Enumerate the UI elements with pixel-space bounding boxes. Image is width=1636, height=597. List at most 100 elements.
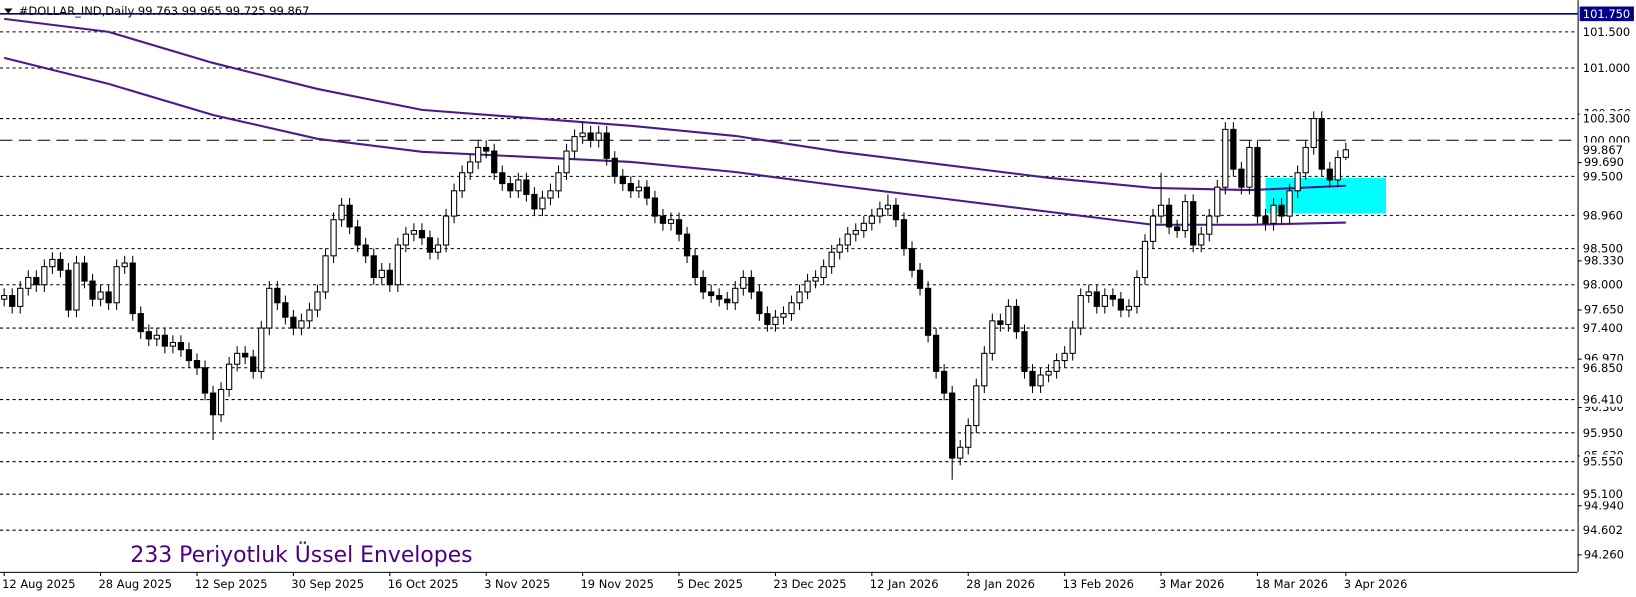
candle-body — [1029, 370, 1036, 387]
level-line-label-box — [1579, 392, 1634, 407]
candle-body — [1173, 226, 1181, 232]
annotation: 233 Periyotluk Üssel Envelopes — [130, 542, 472, 568]
level-line-label: 100.300 — [1583, 112, 1630, 126]
candle-body — [587, 132, 594, 141]
candle-body — [113, 266, 120, 304]
x-tick-label: 23 Dec 2025 — [773, 577, 846, 591]
candle-body — [306, 309, 313, 322]
candle-body — [1286, 190, 1293, 217]
level-line-label: 95.550 — [1583, 455, 1623, 469]
candle-body — [370, 255, 377, 279]
candle-body — [121, 262, 128, 268]
candle-body — [1109, 295, 1116, 300]
candle-body — [225, 363, 233, 390]
candle-body — [1117, 298, 1125, 311]
candle-body — [603, 132, 610, 159]
chart-title: #DOLLAR_IND,Daily 99.763 99.965 99.725 9… — [19, 4, 310, 18]
candle-body — [973, 385, 980, 427]
candle-body — [997, 320, 1004, 325]
candle-body — [651, 197, 659, 217]
candle-body — [595, 132, 602, 141]
candle-body — [1093, 291, 1100, 307]
level-line-label: 98.500 — [1583, 242, 1623, 256]
x-tick-label: 18 Mar 2026 — [1255, 577, 1328, 591]
candle-body — [1069, 327, 1076, 354]
candle-body — [458, 172, 466, 192]
candle-body — [571, 136, 578, 152]
y-tick-label: 97.650 — [1584, 302, 1624, 316]
candle-body — [362, 244, 369, 257]
candle-body — [1238, 168, 1245, 188]
candle-body — [667, 219, 675, 224]
candle-body — [555, 172, 562, 192]
candle-body — [804, 280, 811, 293]
candle-body — [499, 172, 506, 185]
candle-body — [330, 219, 337, 257]
y-tick-label: 94.940 — [1584, 498, 1624, 512]
candle-body — [949, 392, 956, 459]
candle-body — [105, 291, 112, 304]
level-line-label: 94.602 — [1583, 523, 1623, 537]
candle-body — [467, 161, 474, 174]
x-tick-label: 12 Aug 2025 — [2, 577, 75, 591]
candle-body — [844, 233, 851, 246]
candle-body — [563, 150, 570, 174]
level-line-label: 95.100 — [1583, 487, 1623, 501]
candle-body — [748, 276, 755, 293]
candle-body — [57, 258, 64, 271]
candle-body — [611, 157, 618, 177]
level-line-label-box — [1579, 24, 1634, 40]
x-tick-label: 12 Sep 2025 — [195, 577, 268, 591]
level-line-label: 96.850 — [1583, 361, 1623, 375]
candle-body — [1278, 204, 1285, 217]
candle-body — [764, 313, 771, 325]
x-tick-label: 19 Nov 2025 — [581, 577, 654, 591]
candle-body — [724, 298, 731, 304]
candle-body — [25, 276, 32, 289]
level-line-label: 95.950 — [1583, 426, 1623, 440]
candle-body — [507, 183, 514, 192]
candle-body — [619, 175, 626, 185]
level-line-label-box — [1579, 208, 1634, 223]
candle-body — [1053, 360, 1060, 372]
candle-body — [250, 356, 257, 372]
candle-body — [426, 237, 434, 253]
candle-body — [1125, 305, 1133, 311]
candle-body — [1061, 352, 1068, 362]
candle-body — [708, 291, 715, 297]
candle-body — [314, 291, 321, 311]
candle-body — [579, 132, 586, 138]
candle-body — [483, 146, 490, 152]
level-line-label-box — [1579, 522, 1634, 538]
last-price-label: 99.867 — [1583, 143, 1623, 157]
candle-body — [129, 262, 136, 315]
candle-body — [732, 287, 739, 304]
candle-body — [266, 287, 273, 329]
candle-body — [627, 183, 634, 192]
candle-body — [924, 287, 932, 336]
candle-body — [475, 146, 482, 163]
candle-body — [49, 258, 56, 268]
candle-body — [699, 276, 707, 293]
candle-body — [1318, 118, 1325, 170]
envelope-line — [4, 17, 1346, 192]
candle-body — [876, 208, 884, 217]
candle-body — [884, 204, 892, 210]
candle-body — [772, 316, 779, 325]
candle-body — [916, 269, 924, 289]
candle-body — [659, 215, 667, 224]
candle-body — [796, 291, 803, 304]
top-line-label: 101.750 — [1583, 7, 1630, 21]
candle-body — [1206, 215, 1213, 235]
candle-body — [780, 313, 787, 318]
level-line-label-box — [1579, 277, 1634, 293]
candle-body — [1077, 295, 1084, 329]
candle-body — [242, 352, 249, 358]
level-line-label: 101.000 — [1583, 61, 1630, 75]
top-line-label-box — [1579, 6, 1634, 22]
candle-body — [338, 204, 345, 221]
candle-body — [635, 186, 642, 192]
candle-body — [234, 352, 241, 365]
candle-body — [1302, 146, 1309, 174]
